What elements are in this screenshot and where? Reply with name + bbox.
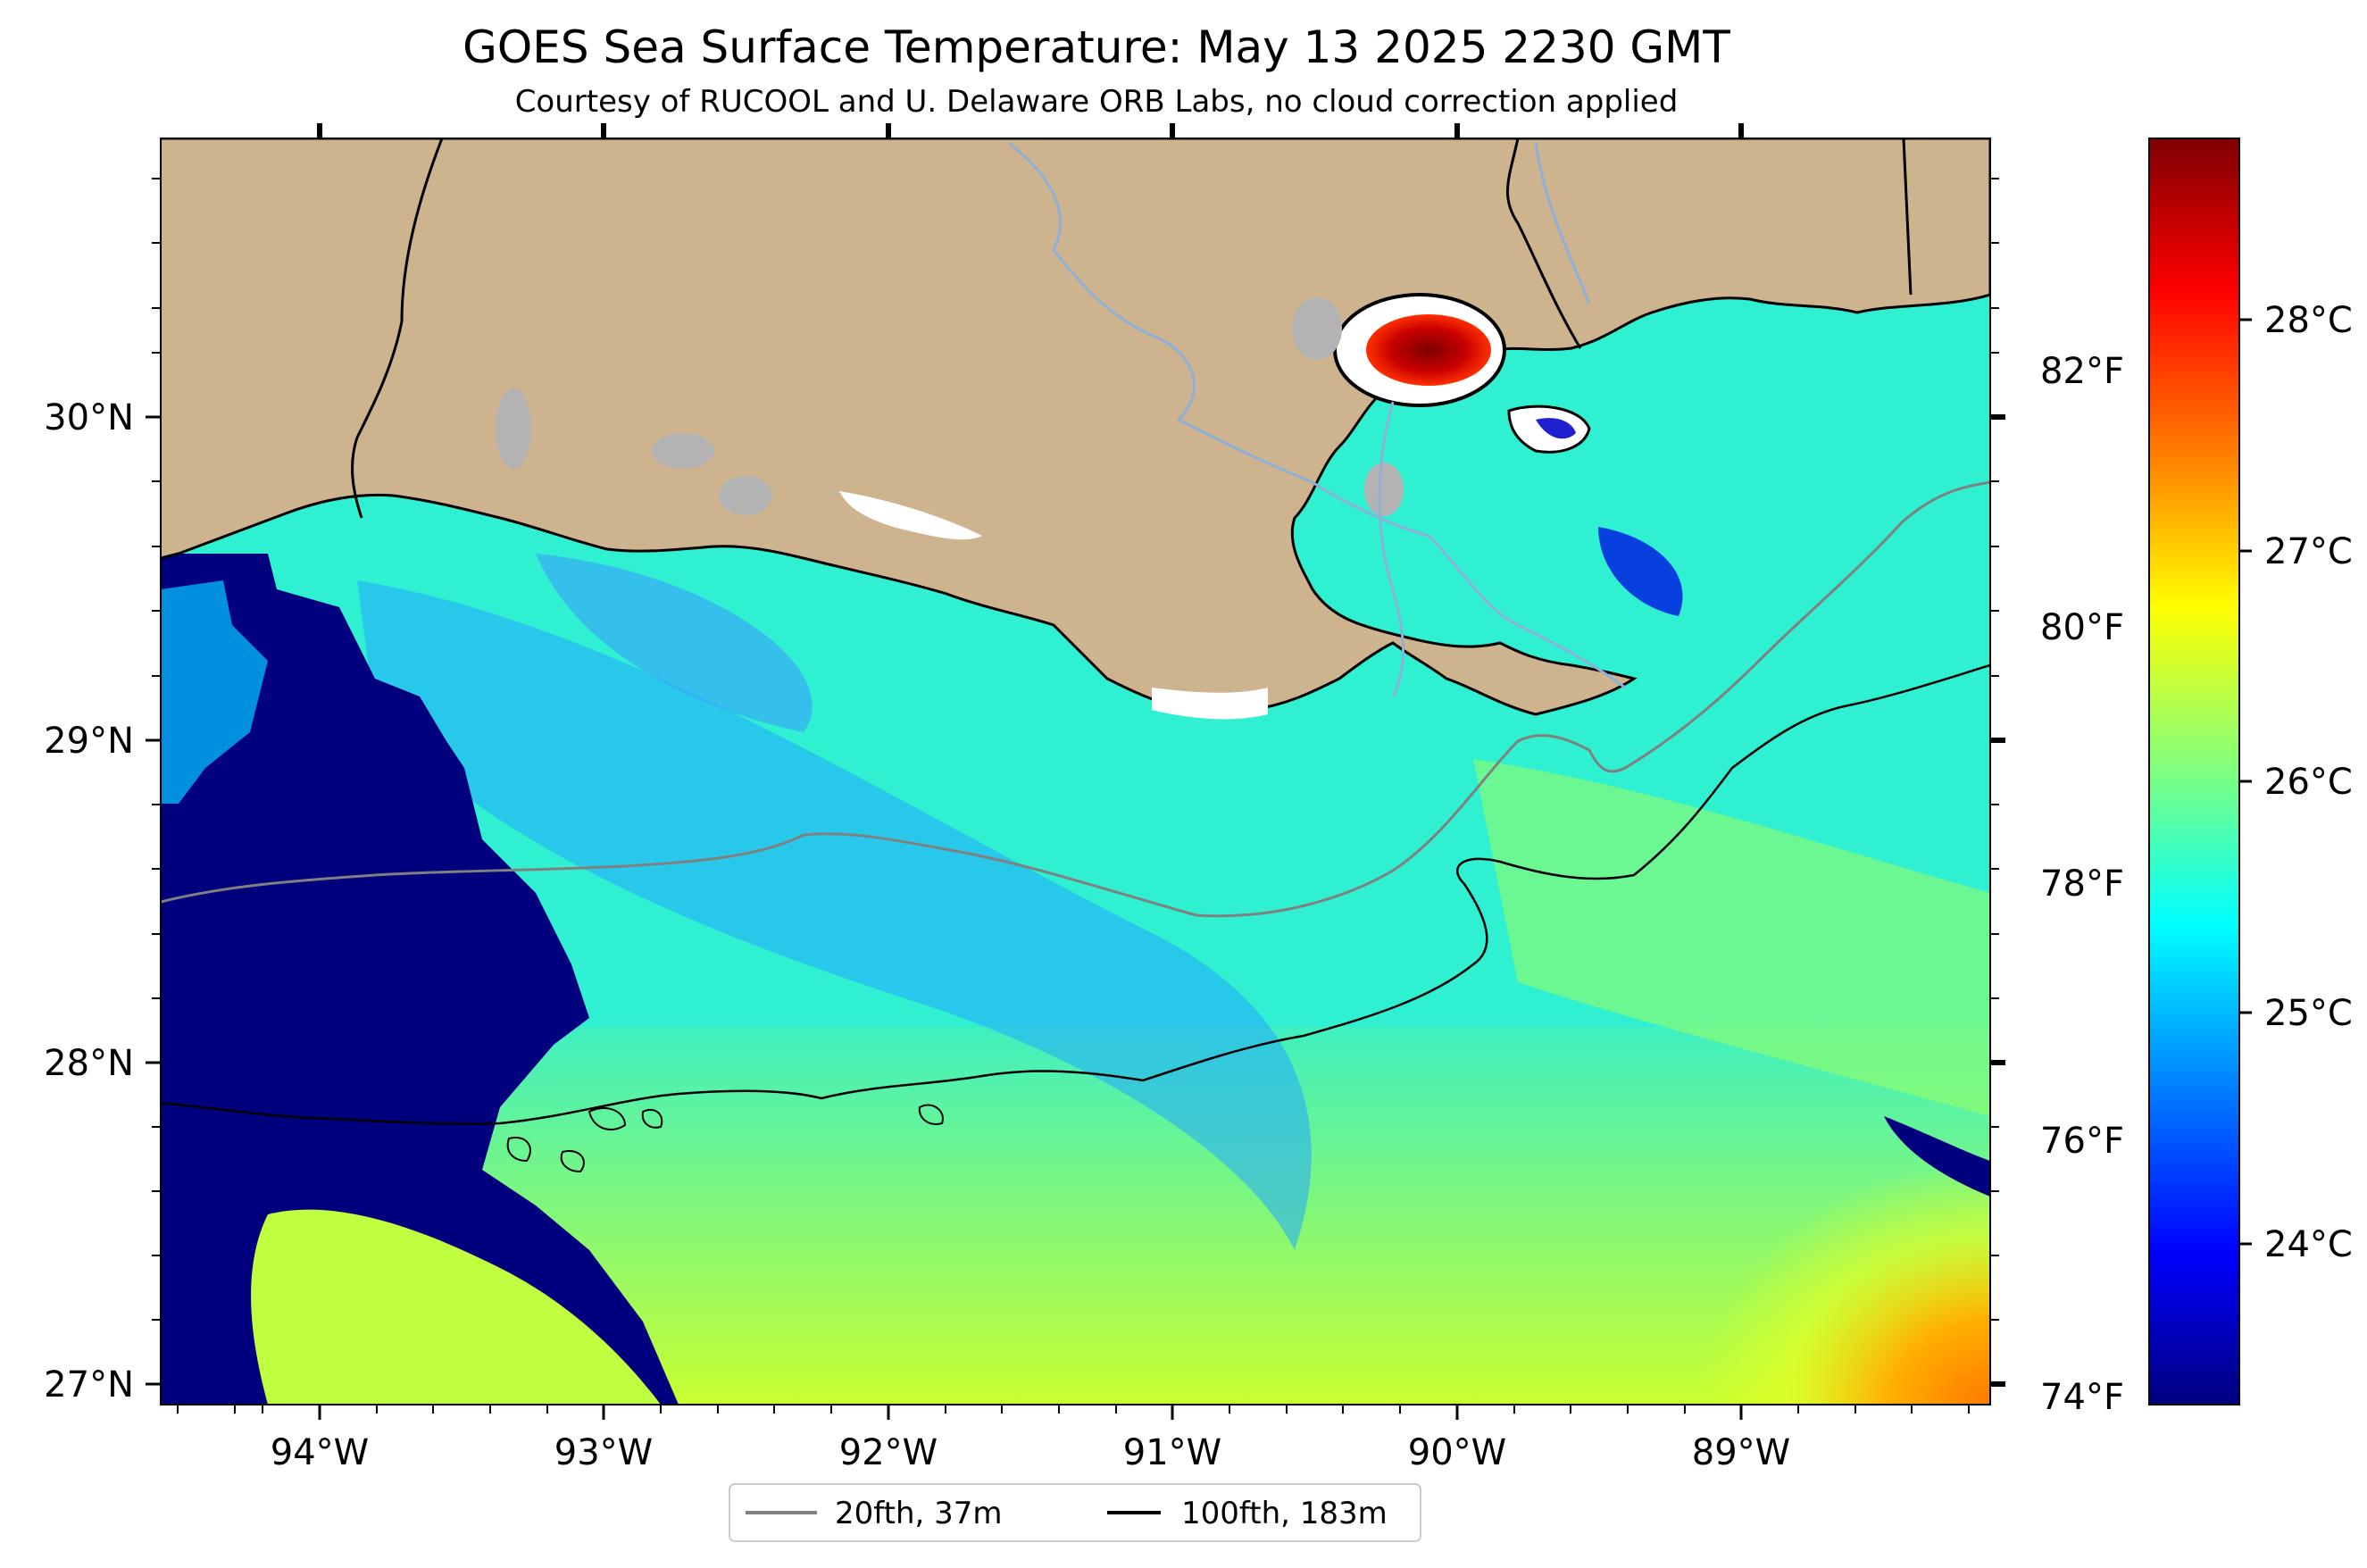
- legend-label-100fth: 100fth, 183m: [1181, 1496, 1388, 1531]
- sst-west-patch: [161, 580, 268, 804]
- lon-tick: 92°W: [839, 123, 938, 1473]
- legend-label-20fth: 20fth, 37m: [835, 1496, 1003, 1531]
- coastline: [161, 138, 1990, 716]
- state-boundary-tx-la: [351, 138, 444, 519]
- cloud-mask-west: [161, 554, 679, 1405]
- celsius-tick: 28°C: [2239, 300, 2353, 341]
- lat-tick: 28°N: [44, 1043, 2005, 1084]
- lat-tick: 30°N: [44, 397, 2005, 438]
- fahrenheit-tick-label: 82°F: [2040, 351, 2124, 392]
- fahrenheit-tick-label: 74°F: [2040, 1377, 2124, 1418]
- isobath-100fth-island: [506, 1137, 531, 1163]
- lat-tick-label: 29°N: [44, 721, 134, 762]
- celsius-tick-label: 28°C: [2264, 300, 2353, 341]
- inland-lake: [496, 388, 531, 469]
- inland-lake: [1364, 463, 1404, 516]
- legend-box: [729, 1483, 1421, 1542]
- colorbar-frame: [2148, 138, 2240, 1405]
- lat-tick: 29°N: [44, 721, 2005, 762]
- lon-tick: 89°W: [1692, 123, 1790, 1473]
- isobath-100fth-island: [560, 1150, 585, 1173]
- celsius-tick-label: 24°C: [2264, 1224, 2353, 1265]
- state-boundary-ms-al: [1902, 138, 1913, 296]
- colorbar: 24°C 25°C 26°C 27°C 28°C: [2148, 138, 2353, 1405]
- sst-cool-patch: [536, 554, 813, 732]
- colorbar-gradient: [2149, 138, 2239, 1405]
- inland-lake: [652, 433, 714, 469]
- isobath-20fth: [161, 480, 1990, 918]
- lake-borgne-sst: [1536, 418, 1576, 439]
- minor-ticks: [152, 178, 1999, 1414]
- chart-title: GOES Sea Surface Temperature: May 13 202…: [463, 21, 1730, 73]
- lat-tick: 27°N: [44, 1364, 2005, 1405]
- lat-tick-label: 27°N: [44, 1364, 134, 1405]
- celsius-tick: 24°C: [2239, 1224, 2353, 1265]
- chart-subtitle: Courtesy of RUCOOL and U. Delaware ORB L…: [515, 84, 1679, 120]
- lon-axis: 94°W 93°W 92°W 91°W 90°W 89°W: [271, 123, 1790, 1473]
- celsius-tick-label: 25°C: [2264, 993, 2353, 1034]
- fahrenheit-tick-label: 76°F: [2040, 1121, 2124, 1162]
- sst-cool-band: [357, 580, 1312, 1250]
- celsius-tick: 27°C: [2239, 531, 2353, 572]
- sst-warm-shelf: [1473, 759, 1990, 1116]
- inland-lake: [719, 476, 772, 515]
- lake-pontchartrain-sst: [1366, 314, 1491, 386]
- lon-tick: 90°W: [1408, 123, 1506, 1473]
- sst-river-plume: [1598, 527, 1683, 616]
- isobath-100fth-island: [588, 1107, 627, 1130]
- lat-tick-label: 30°N: [44, 397, 134, 438]
- isobath-100fth-island: [918, 1104, 944, 1125]
- lat-tick-label: 28°N: [44, 1043, 134, 1084]
- lon-tick-label: 94°W: [271, 1432, 369, 1473]
- lon-tick-label: 89°W: [1692, 1432, 1790, 1473]
- lon-tick-label: 93°W: [554, 1432, 653, 1473]
- inland-lake: [1292, 297, 1342, 360]
- river-atchafalaya: [1378, 401, 1405, 697]
- state-boundary-la-ms: [1506, 138, 1582, 349]
- fahrenheit-tick-label: 80°F: [2040, 607, 2124, 648]
- map-frame: [160, 138, 1991, 1405]
- sst-sw-warm: [251, 1209, 661, 1405]
- coastal-nodata: [839, 491, 982, 540]
- map-panel: [161, 138, 1990, 1405]
- river-pearl: [1534, 142, 1591, 304]
- celsius-tick-label: 27°C: [2264, 531, 2353, 572]
- cloud-mask-east: [1884, 1116, 1990, 1197]
- celsius-tick-label: 26°C: [2264, 762, 2353, 803]
- lat-axis: 30°N 29°N 28°N 27°N: [44, 397, 2005, 1405]
- lon-tick-label: 92°W: [839, 1432, 938, 1473]
- land-louisiana: [161, 138, 1990, 714]
- isobath-100fth-island: [641, 1109, 663, 1129]
- lon-tick-label: 90°W: [1408, 1432, 1506, 1473]
- coastal-nodata: [1152, 688, 1268, 720]
- isobath-100fth: [161, 663, 1990, 1125]
- fahrenheit-axis: 74°F 76°F 78°F 80°F 82°F: [2040, 351, 2124, 1418]
- celsius-tick: 25°C: [2239, 993, 2353, 1034]
- lon-tick-label: 91°W: [1123, 1432, 1221, 1473]
- lon-tick: 94°W: [271, 123, 369, 1473]
- fahrenheit-tick-label: 78°F: [2040, 863, 2124, 905]
- river-mississippi: [1008, 141, 1626, 689]
- lon-tick: 91°W: [1123, 123, 1221, 1473]
- legend: 20fth, 37m 100fth, 183m: [729, 1483, 1421, 1542]
- sst-warm-corner: [1696, 1161, 1990, 1405]
- lon-tick: 93°W: [554, 123, 653, 1473]
- celsius-tick: 26°C: [2239, 762, 2353, 803]
